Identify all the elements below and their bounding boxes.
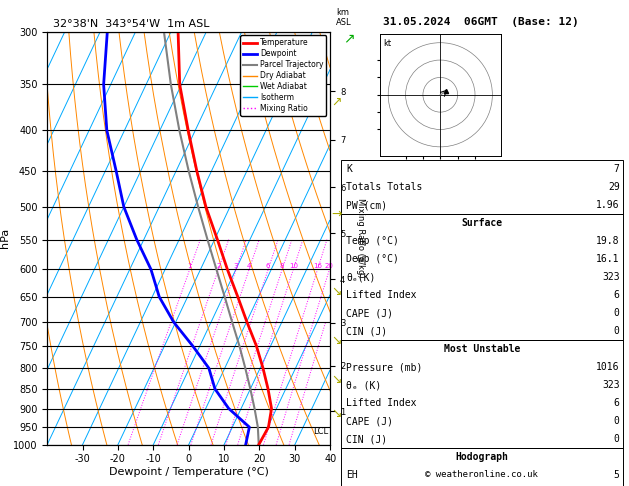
- Text: 6: 6: [614, 398, 620, 408]
- Text: 16.1: 16.1: [596, 254, 620, 264]
- Text: ↘: ↘: [331, 373, 342, 385]
- Text: © weatheronline.co.uk: © weatheronline.co.uk: [425, 469, 538, 479]
- Text: 0: 0: [614, 326, 620, 336]
- Text: 323: 323: [602, 380, 620, 390]
- Text: ↘: ↘: [331, 334, 342, 347]
- Text: CIN (J): CIN (J): [346, 326, 387, 336]
- Text: CIN (J): CIN (J): [346, 434, 387, 444]
- Text: Most Unstable: Most Unstable: [443, 344, 520, 354]
- Text: ↘: ↘: [331, 407, 342, 419]
- Text: 0: 0: [614, 308, 620, 318]
- Text: 1: 1: [187, 263, 192, 269]
- Text: CAPE (J): CAPE (J): [346, 308, 393, 318]
- Text: 16: 16: [313, 263, 322, 269]
- Text: 32°38'N  343°54'W  1m ASL: 32°38'N 343°54'W 1m ASL: [53, 19, 209, 30]
- Y-axis label: hPa: hPa: [0, 228, 10, 248]
- Text: 29: 29: [608, 182, 620, 192]
- Text: ↗: ↗: [343, 32, 354, 46]
- Text: PW (cm): PW (cm): [346, 200, 387, 210]
- Text: 3: 3: [234, 263, 238, 269]
- Text: Pressure (mb): Pressure (mb): [346, 362, 422, 372]
- Text: LCL: LCL: [313, 427, 328, 436]
- Text: 10: 10: [289, 263, 298, 269]
- Text: 1016: 1016: [596, 362, 620, 372]
- Text: kt: kt: [383, 39, 391, 48]
- Text: 8: 8: [280, 263, 284, 269]
- Text: Hodograph: Hodograph: [455, 452, 508, 462]
- Text: K: K: [346, 164, 352, 174]
- Text: 6: 6: [614, 290, 620, 300]
- Text: 1.96: 1.96: [596, 200, 620, 210]
- Text: 0: 0: [614, 416, 620, 426]
- Text: 6: 6: [266, 263, 270, 269]
- Text: Dewp (°C): Dewp (°C): [346, 254, 399, 264]
- Text: Lifted Index: Lifted Index: [346, 398, 416, 408]
- X-axis label: Dewpoint / Temperature (°C): Dewpoint / Temperature (°C): [109, 467, 269, 477]
- Text: 31.05.2024  06GMT  (Base: 12): 31.05.2024 06GMT (Base: 12): [383, 17, 579, 27]
- Text: 7: 7: [614, 164, 620, 174]
- Legend: Temperature, Dewpoint, Parcel Trajectory, Dry Adiabat, Wet Adiabat, Isotherm, Mi: Temperature, Dewpoint, Parcel Trajectory…: [240, 35, 326, 116]
- Text: 5: 5: [614, 470, 620, 480]
- Text: Totals Totals: Totals Totals: [346, 182, 422, 192]
- Text: CAPE (J): CAPE (J): [346, 416, 393, 426]
- Y-axis label: Mixing Ratio (g/kg): Mixing Ratio (g/kg): [356, 198, 365, 278]
- Text: 323: 323: [602, 272, 620, 282]
- Text: km
ASL: km ASL: [336, 8, 352, 27]
- Text: ↘: ↘: [331, 285, 342, 298]
- Text: 0: 0: [614, 434, 620, 444]
- Text: 2: 2: [216, 263, 221, 269]
- Text: Temp (°C): Temp (°C): [346, 236, 399, 246]
- Text: ↗: ↗: [331, 96, 342, 108]
- Text: θₑ (K): θₑ (K): [346, 380, 381, 390]
- Text: Surface: Surface: [461, 218, 503, 228]
- Text: θₑ(K): θₑ(K): [346, 272, 376, 282]
- Text: 20: 20: [325, 263, 334, 269]
- Text: EH: EH: [346, 470, 358, 480]
- Text: 19.8: 19.8: [596, 236, 620, 246]
- Text: Lifted Index: Lifted Index: [346, 290, 416, 300]
- Text: →: →: [331, 208, 342, 220]
- Text: 4: 4: [247, 263, 252, 269]
